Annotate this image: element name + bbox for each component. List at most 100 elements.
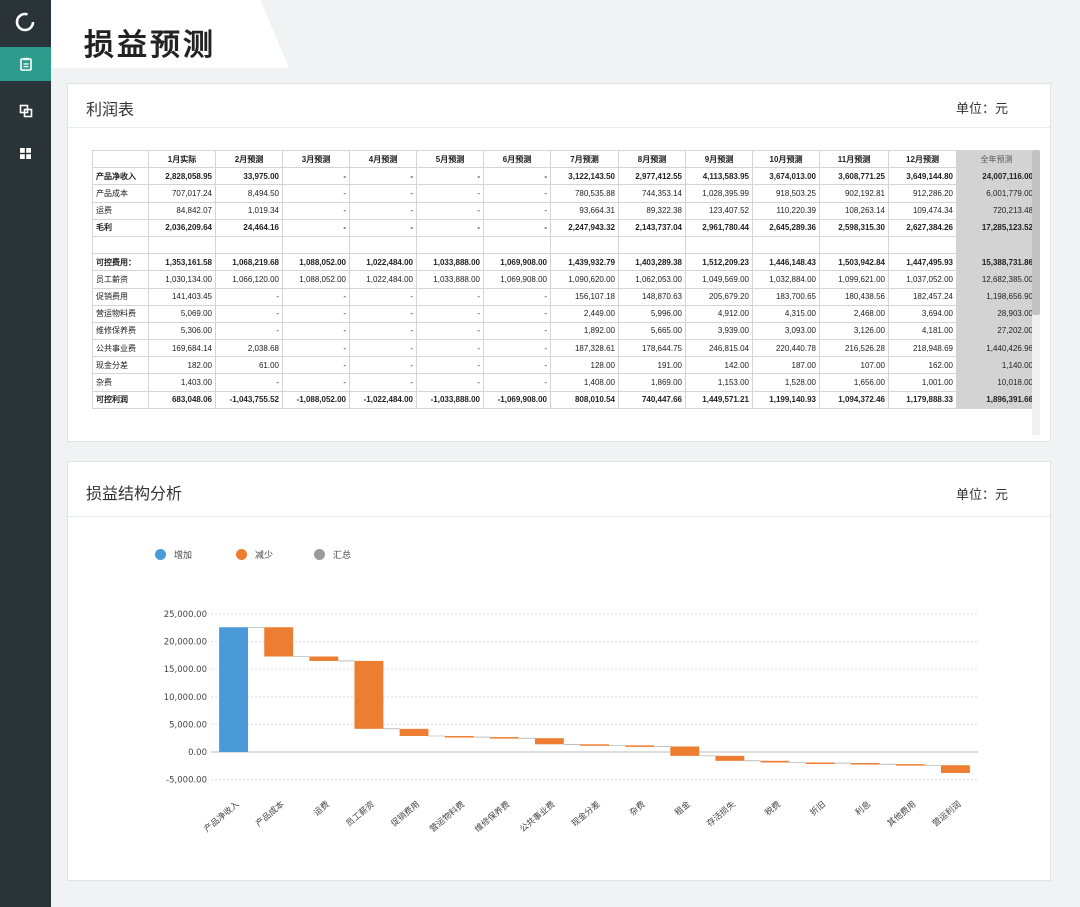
table-cell: 128.00 [550,356,619,375]
grid-icon[interactable] [0,136,51,170]
table-row[interactable]: 促销费用 141,403.45- - - - -156,107.18 148,870.63 2… [92,287,1037,306]
column-header: 6月预测 [483,149,551,169]
table-cell: 17,285,123.52 [956,218,1037,237]
table-cell: - [215,373,283,392]
y-tick-label: 20,000.00 [164,638,207,648]
table-cell: - [282,201,350,220]
table-cell: 218,948.69 [888,339,957,358]
table-row[interactable]: 营运物料费 5,069.00- - - - -2,449.00 5,996.00 4,912.… [92,304,1037,323]
x-tick-label: 折旧 [808,799,828,818]
card-title: 利润表 [86,100,135,119]
table-cell: 10,018.00 [956,373,1037,392]
row-label: 员工薪资 [92,270,149,289]
table-row[interactable]: 可控利润 683,048.06 -1,043,755.52 -1,088,052.00… [92,390,1037,409]
table-cell: - [483,287,551,306]
card-title: 损益结构分析 [86,484,183,503]
table-cell: 1,099,621.00 [819,270,889,289]
table-cell: 1,892.00 [550,321,619,341]
table-cell: - [416,339,484,358]
table-row[interactable] [92,235,1037,255]
table-cell: 2,645,289.36 [752,218,820,237]
x-tick-label: 租金 [673,799,693,819]
table-cell: - [349,287,417,306]
table-cell: -1,088,052.00 [282,390,350,409]
table-row[interactable]: 维修保养费 5,306.00- - - - -1,892.00 5,665.00 3,939.… [92,321,1037,341]
table-cell: - [416,218,484,237]
x-tick-label: 公共事业费 [518,799,558,835]
table-row[interactable]: 产品净收入 2,828,058.95 33,975.00- - - -3,122,143.… [92,167,1037,186]
document-icon[interactable] [0,47,51,81]
table-cell: 780,535.88 [550,184,619,203]
table-cell: 740,447.66 [618,390,686,409]
table-cell [819,235,889,255]
table-cell: 183,700.65 [752,287,820,306]
table-cell: 141,403.45 [148,287,216,306]
table-cell: 1,528.00 [752,373,820,392]
table-cell: 1,068,219.68 [215,253,283,272]
waterfall-bar [805,762,835,764]
table-cell: 2,468.00 [819,304,889,323]
table-row[interactable]: 运费 84,842.07 1,019.34- - - -93,664.31 89,322.3… [92,201,1037,220]
legend-increase[interactable]: 增加 [155,548,192,561]
x-tick-label: 营运物料费 [427,799,467,835]
waterfall-bar [219,627,248,752]
y-tick-label: 0.00 [188,748,207,758]
table-cell [282,235,350,255]
legend-decrease[interactable]: 减少 [236,548,273,561]
table-cell: - [349,356,417,375]
table-row[interactable]: 毛利 2,036,209.64 24,464.16- - - -2,247,943.32 2… [92,218,1037,237]
table-cell: 3,093.00 [752,321,820,341]
row-label: 现金分差 [92,356,149,375]
x-tick-label: 促销费用 [389,799,422,829]
column-header: 11月预测 [819,149,889,169]
table-cell: - [215,287,283,306]
table-cell: - [282,339,350,358]
table-cell: 1,088,052.00 [282,270,350,289]
table-cell: 683,048.06 [148,390,216,409]
table-row[interactable]: 员工薪资 1,030,134.00 1,066,120.00 1,088,052.00… [92,270,1037,289]
table-cell: 93,664.31 [550,201,619,220]
table-cell: 3,674,013.00 [752,167,820,186]
layers-icon[interactable] [0,94,51,128]
row-label: 产品净收入 [92,167,149,186]
table-cell: 61.00 [215,356,283,375]
table-cell: - [282,321,350,341]
table-row[interactable]: 杂费 1,403.00- - - - -1,408.00 1,869.00 1,153.00 1… [92,373,1037,392]
table-cell: 3,694.00 [888,304,957,323]
table-cell: -1,069,908.00 [483,390,551,409]
logo-icon[interactable] [14,11,36,33]
x-tick-label: 杂费 [627,799,647,819]
x-tick-label: 员工薪资 [344,799,377,830]
table-cell: 89,322.38 [618,201,686,220]
table-cell: 180,438.56 [819,287,889,306]
legend-total[interactable]: 汇总 [314,548,351,561]
table-row[interactable]: 现金分差 182.00 61.00- - - -128.00 191.00 142.00 187… [92,356,1037,375]
table-cell: 2,627,384.26 [888,218,957,237]
row-label: 运费 [92,201,149,220]
row-label: 营运物料费 [92,304,149,323]
x-tick-label: 产品成本 [253,799,286,830]
table-cell: 110,220.39 [752,201,820,220]
waterfall-bar [625,745,655,747]
table-cell [752,235,820,255]
table-cell: 2,247,943.32 [550,218,619,237]
waterfall-bar [489,737,519,739]
table-cell: 5,665.00 [618,321,686,341]
table-scrollbar-thumb[interactable] [1032,150,1040,315]
table-cell: - [416,184,484,203]
table-cell: 1,066,120.00 [215,270,283,289]
y-tick-label: 25,000.00 [164,610,207,620]
table-cell: 3,126.00 [819,321,889,341]
row-label: 可控利润 [92,390,149,409]
table-cell: 182.00 [148,356,216,375]
table-row[interactable]: 产品成本 707,017.24 8,494.50- - - -780,535.88 744,… [92,184,1037,203]
x-tick-label: 运费 [312,799,332,819]
row-label: 毛利 [92,218,149,237]
table-row[interactable]: 可控费用： 1,353,161.58 1,068,219.68 1,088,052.0… [92,253,1037,272]
row-label: 可控费用： [92,253,149,272]
waterfall-bar [895,764,925,766]
header-cell-blank [92,149,149,169]
table-cell: 1,001.00 [888,373,957,392]
table-row[interactable]: 公共事业费 169,684.14 2,038.68- - - -187,328.61 178… [92,339,1037,358]
x-tick-label: 现金分差 [569,799,602,829]
